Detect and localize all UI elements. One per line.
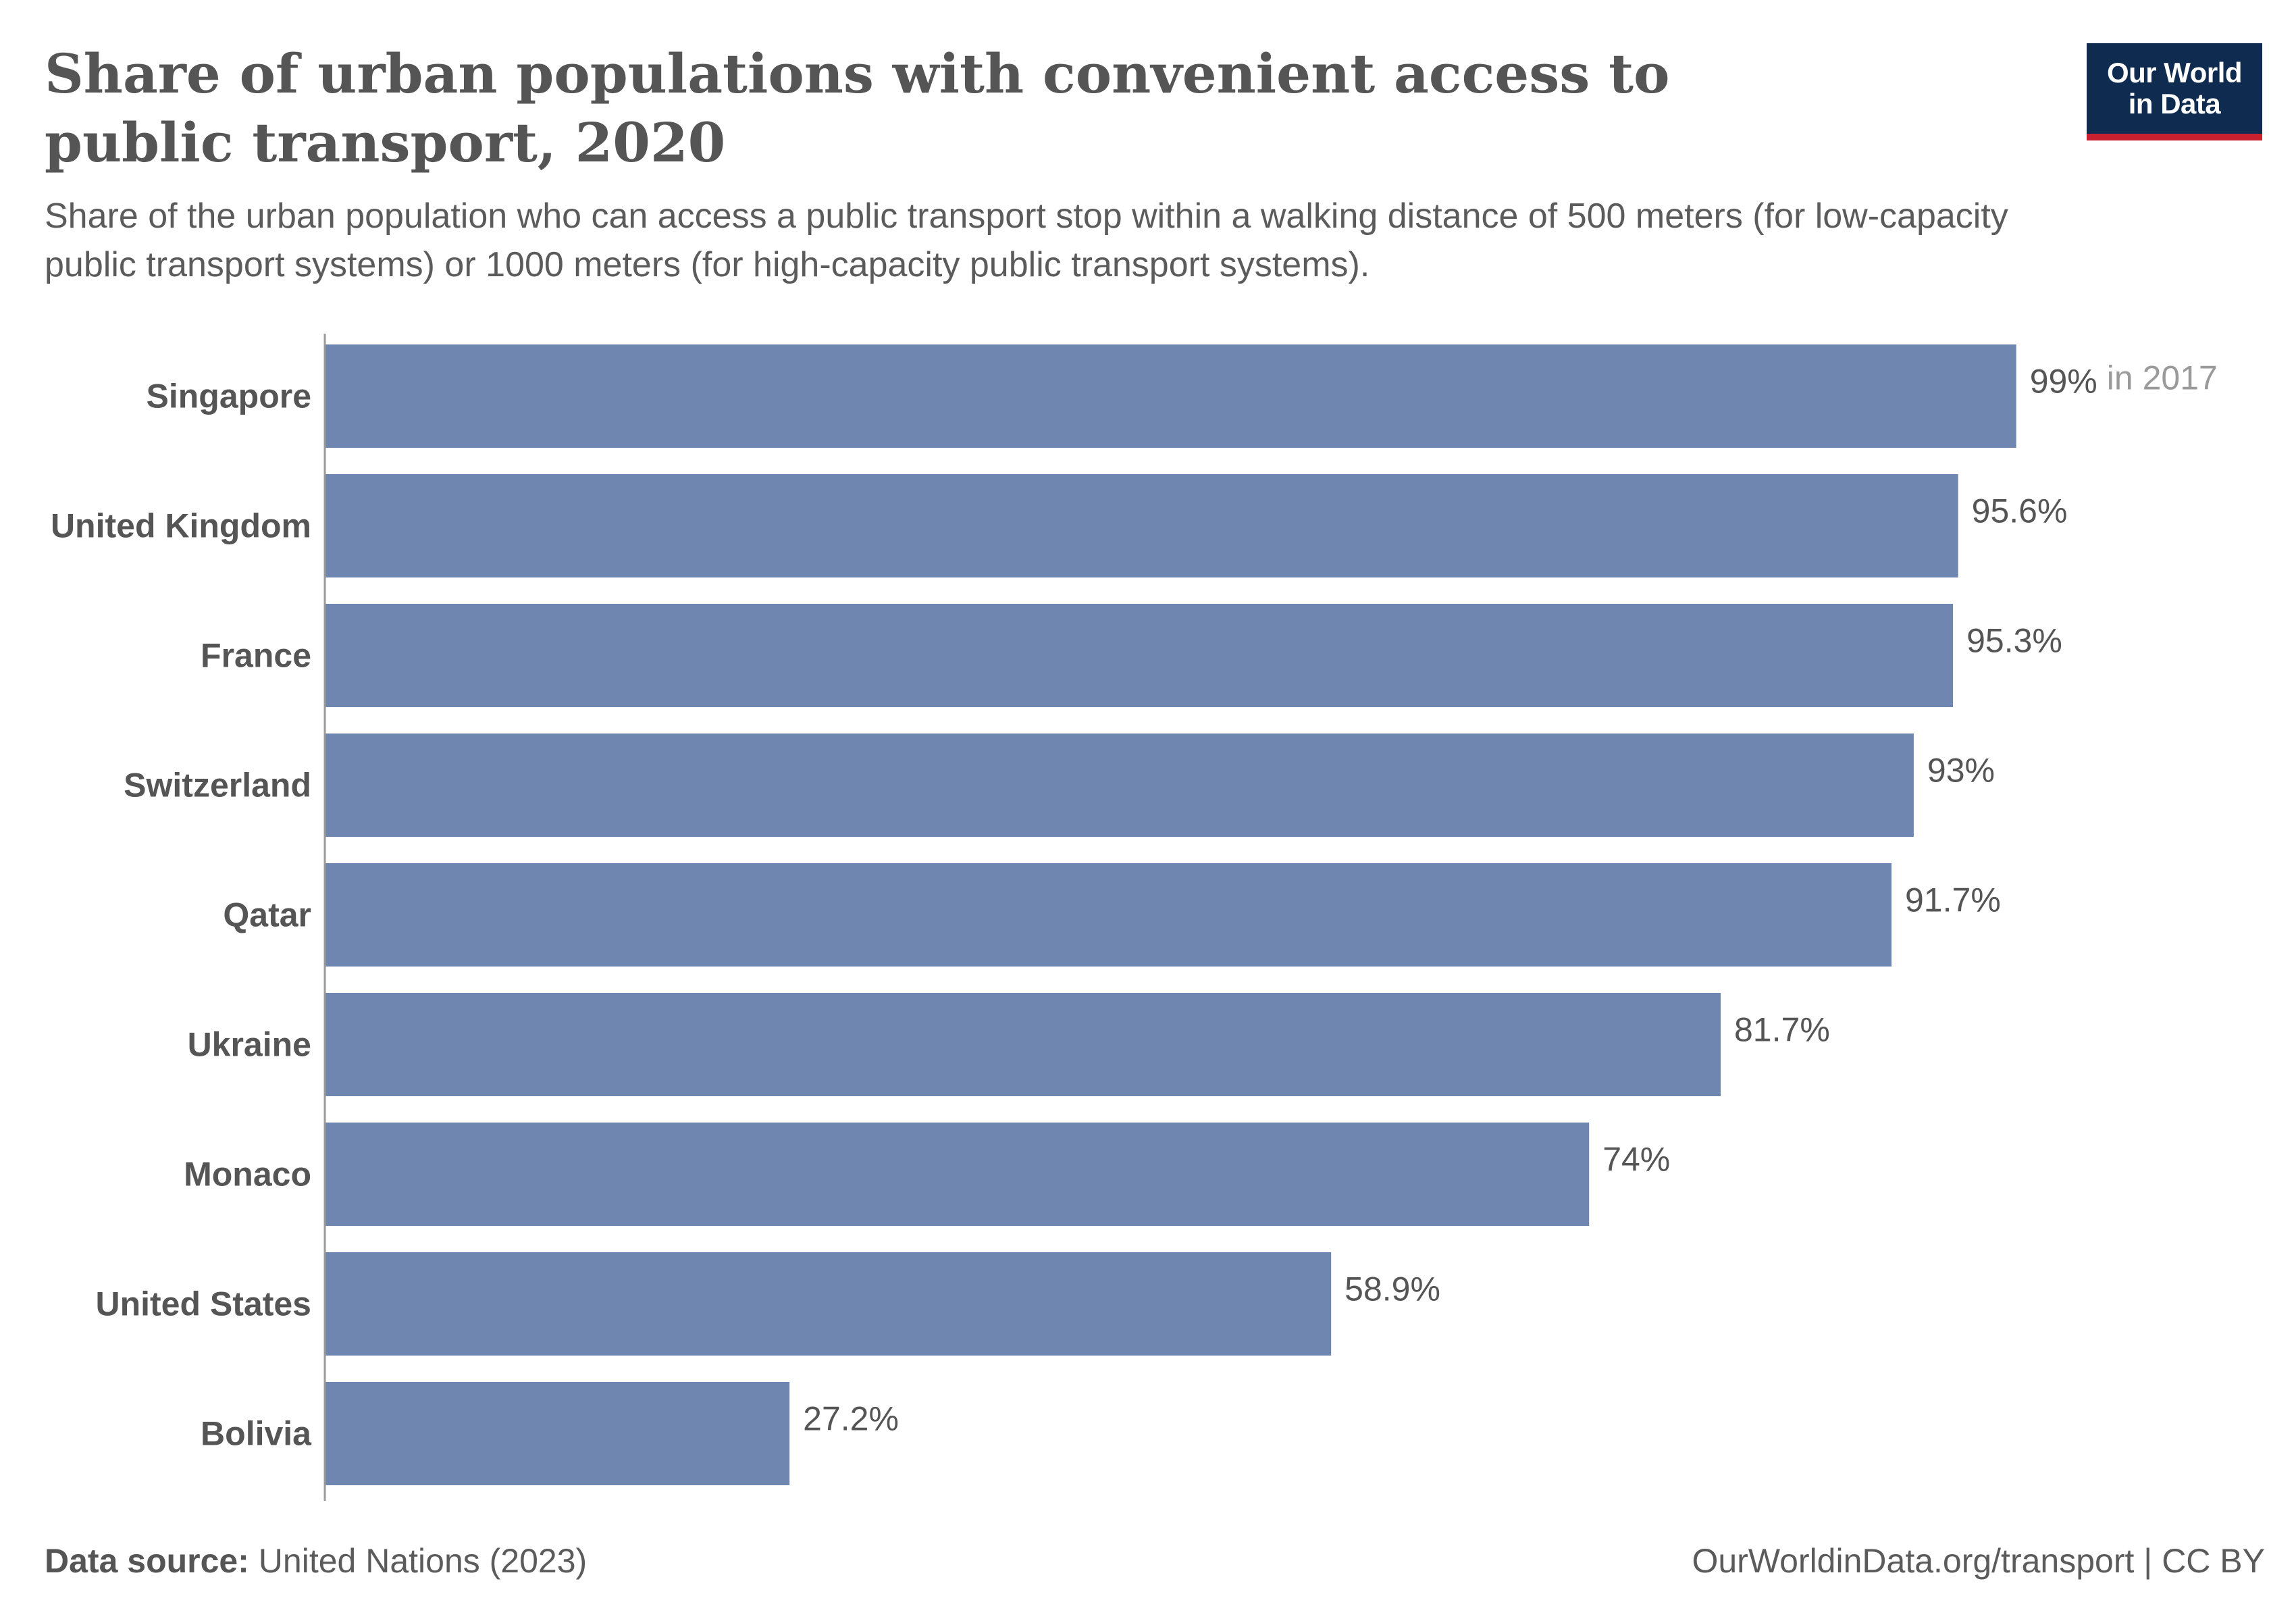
footer-credit: OurWorldinData.org/transport | CC BY [1692,1541,2265,1580]
bar-france[interactable] [325,604,1954,707]
value-label: 58.9% [1345,1270,1440,1308]
value-label: 91.7% [1905,881,2001,919]
bar-united-kingdom[interactable] [325,474,1958,577]
value-label: 95.3% [1966,622,2062,660]
logo-line-1: Our World [2106,57,2243,88]
value-label: 95.6% [1972,492,2068,530]
value-label: 81.7% [1734,1011,1830,1049]
bar-singapore[interactable] [325,344,2016,448]
category-label: Monaco [184,1156,311,1193]
category-label: Singapore [147,378,311,415]
logo-line-2: in Data [2128,88,2221,120]
category-label: Qatar [223,896,311,934]
value-label: 27.2% [803,1400,899,1438]
data-source-value: United Nations (2023) [258,1542,588,1580]
bar-united-states[interactable] [325,1252,1332,1356]
bar-bolivia[interactable] [325,1382,790,1485]
chart-title: Share of urban populations with convenie… [45,42,1670,174]
category-label: France [201,637,311,675]
data-source: Data source: United Nations (2023) [45,1541,587,1580]
source-link[interactable]: OurWorldinData.org/transport [1692,1542,2135,1580]
bar-switzerland[interactable] [325,734,1914,837]
footer-separator: | [2143,1542,2162,1580]
owid-logo[interactable]: Our World in Data [2087,43,2262,140]
category-label: United States [95,1285,311,1323]
value-label: 74% [1602,1141,1670,1179]
category-label: Switzerland [124,767,311,804]
chart-subtitle: Share of the urban population who can ac… [45,197,2008,284]
data-source-label: Data source: [45,1542,249,1580]
bar-qatar[interactable] [325,863,1892,967]
category-label: United Kingdom [51,507,311,545]
value-label: 93% [1927,752,1995,790]
bar-monaco[interactable] [325,1123,1590,1226]
category-label: Ukraine [188,1026,311,1064]
value-label: 99% [2030,363,2097,401]
bar-ukraine[interactable] [325,993,1721,1096]
category-label: Bolivia [201,1415,312,1453]
value-note: in 2017 [2107,359,2218,397]
license-link[interactable]: CC BY [2162,1542,2265,1580]
